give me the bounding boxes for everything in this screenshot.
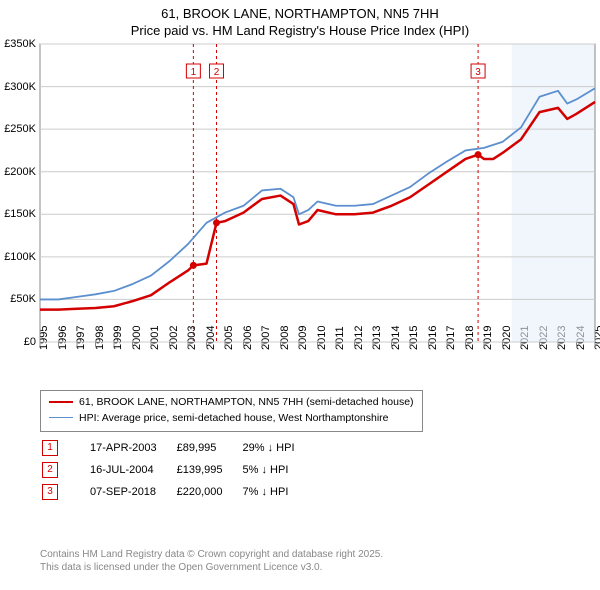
sale-row: 3 07-SEP-2018£220,0007% ↓ HPI (42, 482, 313, 502)
sale-marker-badge: 2 (42, 462, 58, 478)
sale-date: 17-APR-2003 (90, 438, 175, 458)
sale-date: 07-SEP-2018 (90, 482, 175, 502)
sale-date: 16-JUL-2004 (90, 460, 175, 480)
sale-delta: 5% ↓ HPI (243, 460, 313, 480)
attribution-line2: This data is licensed under the Open Gov… (40, 561, 383, 574)
sale-price: £89,995 (177, 438, 241, 458)
attribution: Contains HM Land Registry data © Crown c… (40, 548, 383, 574)
plot-svg: 1 2 3 (0, 0, 600, 372)
chart-container: 61, BROOK LANE, NORTHAMPTON, NN5 7HH Pri… (0, 0, 600, 590)
sale-row: 1 17-APR-2003£89,99529% ↓ HPI (42, 438, 313, 458)
svg-text:1: 1 (191, 67, 197, 78)
legend-swatch (49, 401, 73, 403)
sale-marker-badge: 1 (42, 440, 58, 456)
legend-swatch (49, 417, 73, 418)
legend-label: HPI: Average price, semi-detached house,… (79, 412, 389, 424)
svg-text:3: 3 (475, 67, 481, 78)
sale-price: £139,995 (177, 460, 241, 480)
sale-row: 2 16-JUL-2004£139,9955% ↓ HPI (42, 460, 313, 480)
attribution-line1: Contains HM Land Registry data © Crown c… (40, 548, 383, 561)
sale-price: £220,000 (177, 482, 241, 502)
legend-item: HPI: Average price, semi-detached house,… (49, 411, 414, 427)
legend-item: 61, BROOK LANE, NORTHAMPTON, NN5 7HH (se… (49, 395, 414, 411)
sale-marker-badge: 3 (42, 484, 58, 500)
legend-label: 61, BROOK LANE, NORTHAMPTON, NN5 7HH (se… (79, 396, 414, 408)
sale-delta: 29% ↓ HPI (243, 438, 313, 458)
svg-text:2: 2 (214, 67, 220, 78)
sales-table: 1 17-APR-2003£89,99529% ↓ HPI 2 16-JUL-2004… (40, 436, 315, 504)
legend: 61, BROOK LANE, NORTHAMPTON, NN5 7HH (se… (40, 390, 423, 432)
sale-delta: 7% ↓ HPI (243, 482, 313, 502)
